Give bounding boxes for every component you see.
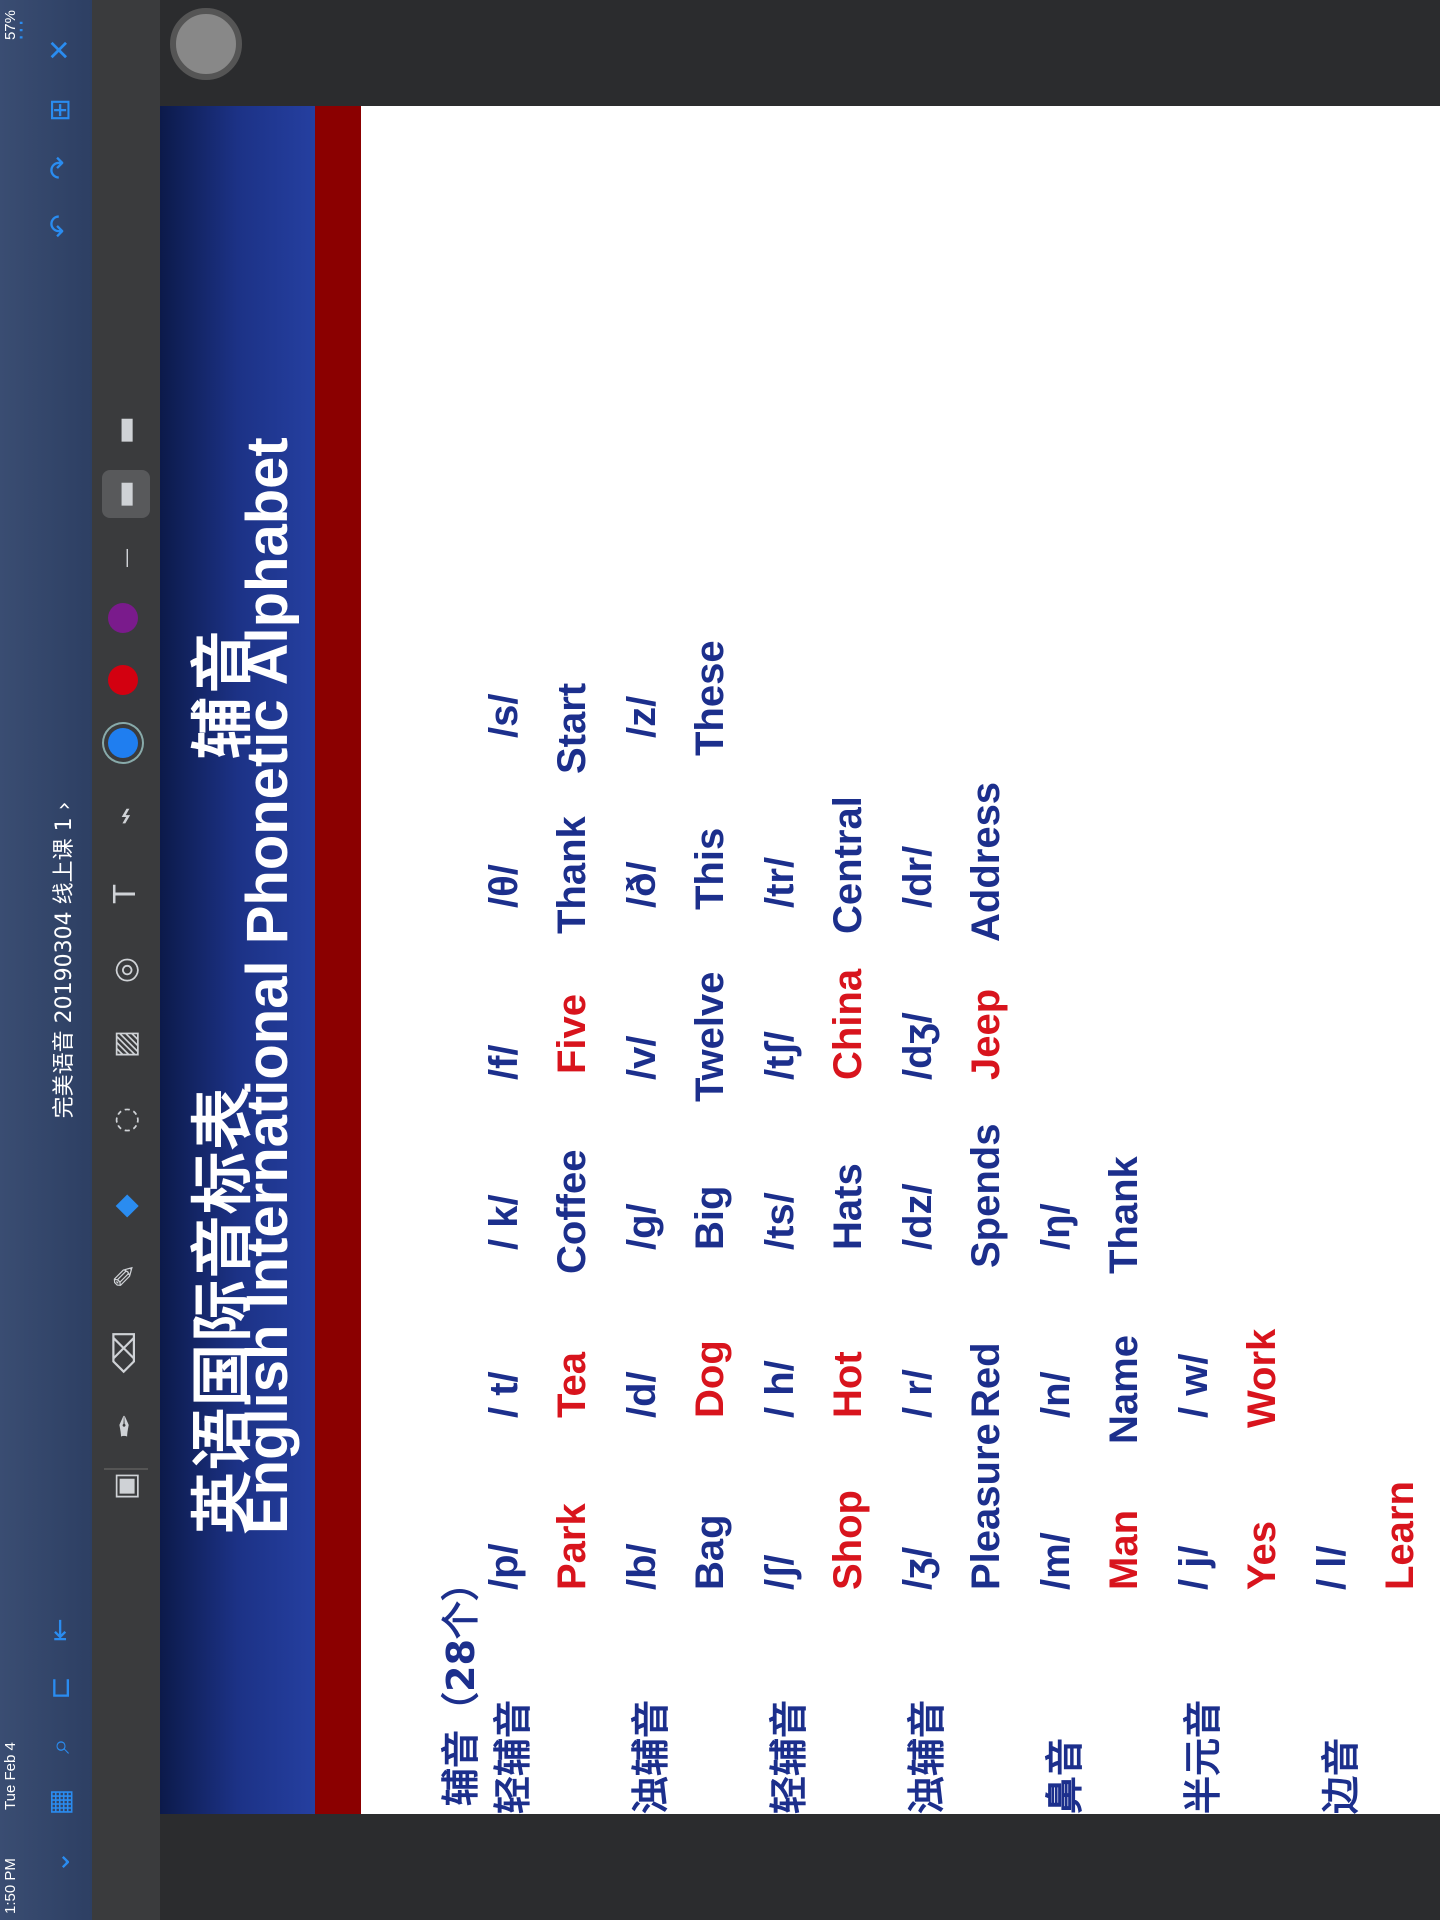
example-word: Hot bbox=[826, 1351, 870, 1418]
highlighter-icon[interactable]: ✎ bbox=[108, 1263, 143, 1289]
redo-icon[interactable]: ↷ bbox=[43, 156, 76, 180]
example-word: Park bbox=[550, 1503, 594, 1590]
example-word: Central bbox=[826, 796, 870, 934]
phonetic-symbol: /ʒ/ bbox=[896, 1546, 940, 1590]
phonetic-symbol: /dʒ/ bbox=[896, 1012, 940, 1080]
laser-pointer-icon[interactable]: ⌁ bbox=[108, 806, 143, 826]
example-word: This bbox=[688, 827, 732, 910]
example-word: Hats bbox=[826, 1163, 870, 1250]
phonetic-symbol: / k/ bbox=[482, 1194, 526, 1250]
phonetic-symbol: /ð/ bbox=[620, 861, 664, 908]
group-label: 轻辅音 bbox=[767, 1699, 811, 1814]
slide-red-bar bbox=[315, 106, 361, 1814]
shapes-icon[interactable]: ◆ bbox=[108, 1194, 143, 1218]
slide-page: 英语国际音标表 辅音 English International Phoneti… bbox=[160, 106, 1440, 1814]
group-label: 浊辅音 bbox=[629, 1699, 673, 1814]
example-word: Bag bbox=[688, 1514, 732, 1590]
group-label: 边音 bbox=[1319, 1737, 1363, 1814]
phonetic-symbol: /θ/ bbox=[482, 864, 526, 908]
toolbar-divider bbox=[104, 1468, 148, 1470]
status-date: Tue Feb 4 bbox=[2, 1742, 19, 1810]
phonetic-symbol: / r/ bbox=[896, 1369, 940, 1418]
camera-icon[interactable]: ◎ bbox=[108, 956, 143, 984]
thick-stroke-icon[interactable]: ▬ bbox=[108, 415, 143, 445]
example-word: Name bbox=[1102, 1335, 1146, 1444]
phonetic-symbol: /d/ bbox=[620, 1371, 664, 1418]
lasso-icon[interactable]: ◌ bbox=[108, 1106, 143, 1134]
example-word: Jeep bbox=[964, 988, 1008, 1080]
example-word: Tea bbox=[550, 1352, 594, 1418]
example-word: Pleasure bbox=[964, 1423, 1008, 1590]
pen-icon[interactable]: ✒ bbox=[108, 1413, 143, 1439]
phonetic-symbol: /ŋ/ bbox=[1034, 1203, 1078, 1250]
color-purple-swatch[interactable] bbox=[108, 603, 138, 633]
example-word: Red bbox=[964, 1342, 1008, 1418]
text-tool-icon[interactable]: T bbox=[108, 884, 143, 904]
more-options-icon[interactable]: ⋯ bbox=[9, 19, 34, 41]
example-word: Thank bbox=[1102, 1156, 1146, 1274]
phonetic-symbol: /ʃ/ bbox=[758, 1554, 802, 1590]
group-label: 鼻音 bbox=[1043, 1737, 1087, 1814]
example-word: China bbox=[826, 968, 870, 1080]
color-blue-swatch[interactable] bbox=[108, 728, 138, 758]
status-time: 1:50 PM bbox=[2, 1858, 19, 1914]
phonetic-symbol: /dz/ bbox=[896, 1183, 940, 1250]
color-red-swatch[interactable] bbox=[108, 665, 138, 695]
phonetic-symbol: /m/ bbox=[1034, 1532, 1078, 1590]
example-word: Big bbox=[688, 1185, 732, 1250]
image-icon[interactable]: ▨ bbox=[108, 1029, 143, 1059]
example-word: Five bbox=[550, 993, 594, 1074]
phonetic-symbol: /v/ bbox=[620, 1035, 664, 1080]
example-word: Twelve bbox=[688, 971, 732, 1102]
phonetic-symbol: / j/ bbox=[1172, 1545, 1216, 1590]
eraser-icon[interactable]: ⌫ bbox=[108, 1330, 143, 1374]
group-label: 半元音 bbox=[1181, 1699, 1225, 1814]
phonetic-symbol: / t/ bbox=[482, 1371, 526, 1418]
example-word: Dog bbox=[688, 1340, 732, 1418]
example-word: Learn bbox=[1378, 1481, 1422, 1590]
document-title[interactable]: 完美语音 20190304 线上课 1 › bbox=[52, 801, 77, 1119]
phonetic-symbol: /g/ bbox=[620, 1203, 664, 1250]
example-word: Coffee bbox=[550, 1149, 594, 1274]
phonetic-symbol: /p/ bbox=[482, 1543, 526, 1590]
group-label: 浊辅音 bbox=[905, 1699, 949, 1814]
undo-icon[interactable]: ↶ bbox=[43, 214, 76, 238]
phonetic-symbol: / w/ bbox=[1172, 1353, 1216, 1418]
phonetic-symbol: /z/ bbox=[620, 695, 664, 738]
phonetic-symbol: / h/ bbox=[758, 1360, 802, 1418]
example-word: Address bbox=[964, 781, 1008, 942]
phonetic-symbol: /tʃ/ bbox=[758, 1031, 802, 1080]
example-word: Work bbox=[1240, 1328, 1284, 1428]
phonetic-symbol: /b/ bbox=[620, 1543, 664, 1590]
section-label: 辅音（28个） bbox=[439, 1563, 483, 1806]
top-bar: 1:50 PM Tue Feb 4 57% ⌄ ▦ ⌕ ⊏ ⇤ 完美语音 201… bbox=[0, 0, 92, 1920]
phonetic-symbol: /dr/ bbox=[896, 845, 940, 908]
phonetic-symbol: /s/ bbox=[482, 693, 526, 738]
slide-frame: 英语国际音标表 辅音 English International Phoneti… bbox=[160, 0, 1440, 1920]
annotation-toolbar: ▣ ✒ ⌫ ✎ ◆ ◌ ▨ ◎ T ⌁ — ▬ ▬ bbox=[92, 0, 160, 1920]
thin-stroke-icon[interactable]: — bbox=[114, 548, 138, 568]
example-word: Spends bbox=[964, 1123, 1008, 1268]
close-icon[interactable]: ✕ bbox=[43, 38, 76, 62]
medium-stroke-icon[interactable]: ▬ bbox=[102, 470, 150, 518]
phonetic-symbol: /ts/ bbox=[758, 1192, 802, 1250]
example-word: Man bbox=[1102, 1510, 1146, 1590]
slide-title-english: English International Phonetic Alphabet bbox=[235, 437, 300, 1534]
example-word: Thank bbox=[550, 816, 594, 934]
phonetic-symbol: /tr/ bbox=[758, 856, 802, 908]
phonetic-symbol: / l/ bbox=[1310, 1545, 1354, 1590]
phonetic-symbol: /n/ bbox=[1034, 1371, 1078, 1418]
group-label: 轻辅音 bbox=[491, 1699, 535, 1814]
phonetic-symbol: /f/ bbox=[482, 1044, 526, 1080]
example-word: Start bbox=[550, 682, 594, 774]
add-page-icon[interactable]: ⊞ bbox=[43, 98, 76, 122]
example-word: Shop bbox=[826, 1490, 870, 1590]
example-word: These bbox=[688, 640, 732, 756]
record-button[interactable] bbox=[170, 8, 242, 80]
example-word: Yes bbox=[1240, 1521, 1284, 1590]
